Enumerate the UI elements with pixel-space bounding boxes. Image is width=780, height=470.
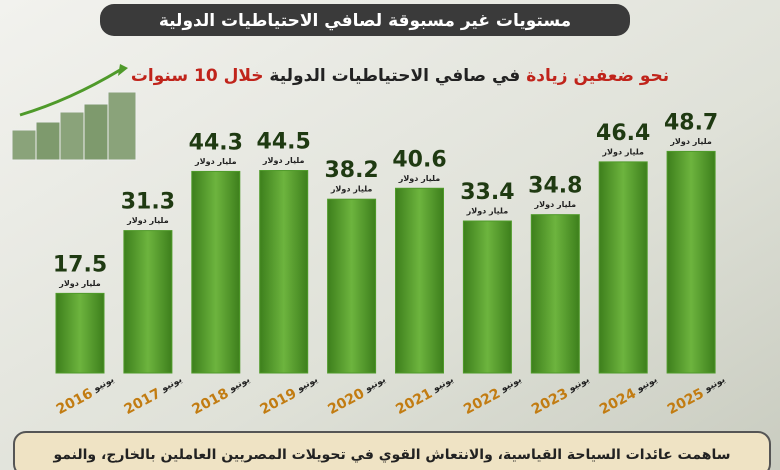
unit-label: مليار دولار <box>466 207 509 216</box>
value-label: 46.4 <box>596 121 650 146</box>
bar <box>327 198 377 374</box>
value-label: 33.4 <box>460 180 514 205</box>
bar <box>395 187 444 374</box>
subtitle-part: نحو ضعفين زيادة <box>526 66 669 86</box>
unit-label: مليار دولار <box>398 174 441 183</box>
unit-label: مليار دولار <box>330 185 373 194</box>
bar <box>598 161 648 374</box>
chart-title: مستويات غير مسبوقة لصافي الاحتياطيات الد… <box>159 11 571 31</box>
value-label: 17.5 <box>53 252 107 277</box>
subtitle-part: خلال 10 سنوات <box>131 66 264 86</box>
subtitle-part: في صافي الاحتياطيات الدولية <box>269 66 520 86</box>
value-label: 38.2 <box>324 158 378 183</box>
unit-label: مليار دولار <box>262 156 305 165</box>
value-label: 44.5 <box>257 130 311 155</box>
bar <box>191 170 241 374</box>
value-label: 31.3 <box>121 190 175 215</box>
value-label: 40.6 <box>392 147 446 172</box>
bar <box>55 292 105 374</box>
unit-label: مليار دولار <box>601 147 644 156</box>
bar <box>666 150 716 374</box>
bar <box>530 214 580 374</box>
footer-text: ساهمت عائدات السياحة القياسية، والانتعاش… <box>52 447 730 464</box>
title-banner <box>100 4 630 36</box>
value-label: 44.3 <box>189 130 243 155</box>
unit-label: مليار دولار <box>58 279 101 288</box>
value-label: 48.7 <box>664 110 718 135</box>
bar <box>462 220 512 374</box>
bar <box>123 230 173 374</box>
unit-label: مليار دولار <box>534 200 577 209</box>
bar <box>259 170 309 374</box>
value-label: 34.8 <box>528 174 582 199</box>
subtitle: نحو ضعفين زيادة في صافي الاحتياطيات الدو… <box>131 66 669 86</box>
money-icon <box>11 64 137 161</box>
footer-box <box>13 431 771 470</box>
unit-label: مليار دولار <box>126 216 169 225</box>
unit-label: مليار دولار <box>194 157 237 166</box>
unit-label: مليار دولار <box>669 137 712 146</box>
